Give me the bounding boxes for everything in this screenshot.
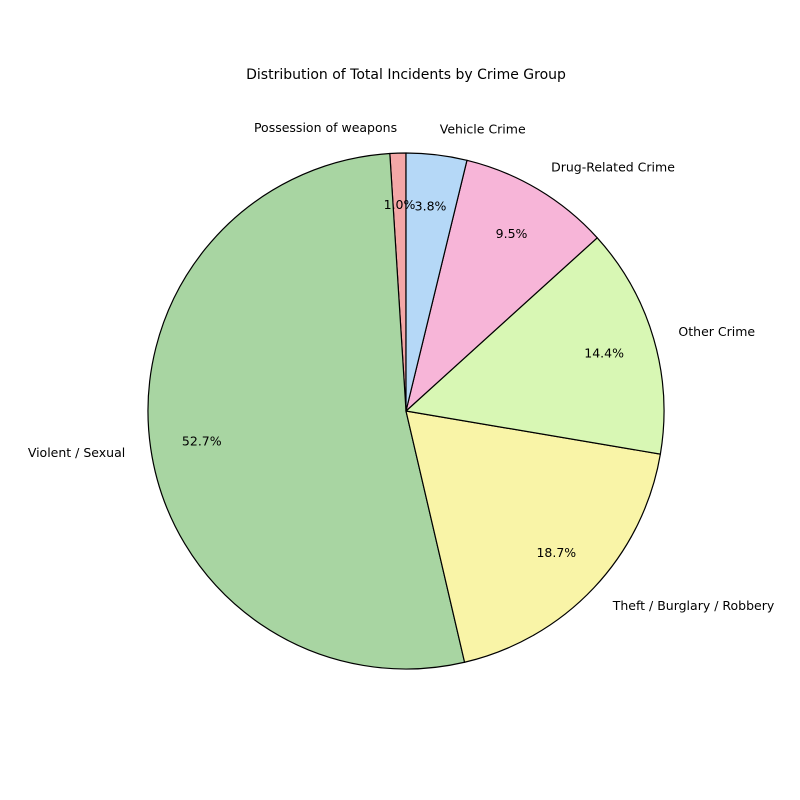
slice-label-theft-burglary-robbery: Theft / Burglary / Robbery xyxy=(612,598,775,613)
slice-label-violent-sexual: Violent / Sexual xyxy=(28,445,125,460)
pie-slice-drug-related-crime xyxy=(405,159,598,412)
pct-label-other-crime: 14.4% xyxy=(584,346,624,361)
pie-slice-violent-sexual xyxy=(147,152,466,670)
pct-label-vehicle-crime: 3.8% xyxy=(415,199,447,214)
pie-slices xyxy=(147,152,665,670)
pct-label-possession-of-weapons: 1.0% xyxy=(384,197,416,212)
pie-slice-vehicle-crime xyxy=(405,152,468,412)
chart-title: Distribution of Total Incidents by Crime… xyxy=(246,67,566,83)
pie-labels: 1.0% Possession of weapons 52.7% Violent / … xyxy=(28,120,775,613)
pct-label-theft-burglary-robbery: 18.7% xyxy=(536,545,576,560)
slice-label-drug-related-crime: Drug-Related Crime xyxy=(551,160,675,175)
pie-slice-theft-burglary-robbery xyxy=(405,410,661,663)
slice-label-vehicle-crime: Vehicle Crime xyxy=(440,122,526,137)
pct-label-violent-sexual: 52.7% xyxy=(182,434,222,449)
slice-label-other-crime: Other Crime xyxy=(678,324,755,339)
pie-slice-other-crime xyxy=(405,237,665,455)
slice-label-possession-of-weapons: Possession of weapons xyxy=(254,120,397,135)
pct-label-drug-related-crime: 9.5% xyxy=(496,226,528,241)
